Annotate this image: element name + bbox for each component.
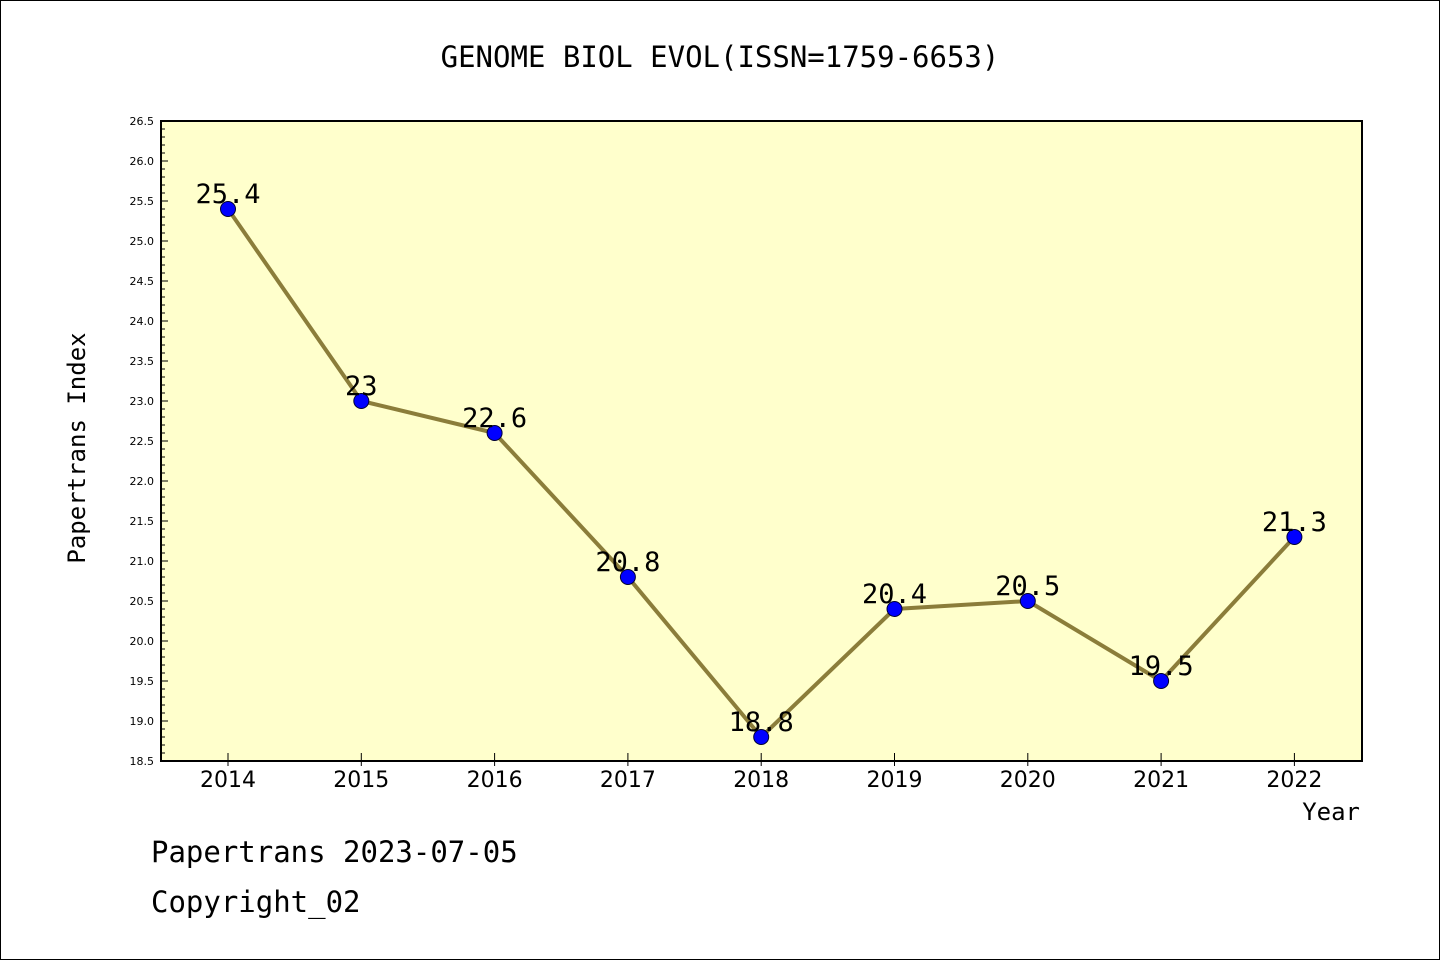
footer-date: Papertrans 2023-07-05 — [151, 835, 518, 869]
footer-copyright: Copyright_02 — [151, 885, 361, 919]
data-point — [486, 425, 503, 441]
x-tick-label: 2022 — [1266, 768, 1322, 793]
data-label: 20.8 — [595, 547, 660, 578]
data-label: 23 — [345, 371, 378, 402]
data-point — [886, 601, 903, 617]
data-label: 19.5 — [1129, 651, 1194, 682]
y-tick-label: 26.5 — [130, 115, 155, 128]
data-label: 20.4 — [862, 579, 927, 610]
y-tick-label: 19.5 — [130, 675, 155, 688]
x-tick-label: 2020 — [1000, 768, 1056, 793]
x-tick-label: 2018 — [733, 768, 789, 793]
x-tick-label: 2019 — [867, 768, 923, 793]
y-tick-label: 26.0 — [130, 155, 155, 168]
data-label: 20.5 — [995, 571, 1060, 602]
y-tick-label: 20.5 — [130, 595, 155, 608]
y-tick-label: 19.0 — [130, 715, 155, 728]
data-point — [1286, 529, 1303, 545]
x-tick-label: 2015 — [333, 768, 389, 793]
data-label: 18.8 — [729, 707, 794, 738]
data-point — [1153, 673, 1170, 689]
x-tick-label: 2016 — [467, 768, 523, 793]
y-tick-label: 21.0 — [130, 555, 155, 568]
y-tick-label: 21.5 — [130, 515, 155, 528]
plot-frame — [160, 120, 1363, 762]
data-labels: 25.4 23 22.6 20.8 18.8 20.4 20.5 19.5 21.3 — [195, 179, 1326, 738]
data-label: 22.6 — [462, 403, 527, 434]
y-tick-label: 22.0 — [130, 475, 155, 488]
x-tick-label: 2014 — [200, 768, 256, 793]
y-tick-label: 22.5 — [130, 435, 155, 448]
y-tick-label: 20.0 — [130, 635, 155, 648]
x-tick-label: 2017 — [600, 768, 656, 793]
plot-area — [161, 121, 1362, 761]
data-series — [220, 201, 1303, 745]
y-axis: 18.5 19.0 19.5 20.0 20.5 21.0 21.5 22.0 22.5 23.0… — [130, 115, 168, 768]
y-axis-label: Papertrans Index — [63, 332, 91, 563]
data-point — [753, 729, 770, 745]
data-point — [353, 393, 370, 409]
data-point — [619, 569, 636, 585]
y-tick-label: 25.0 — [130, 235, 155, 248]
y-tick-label: 23.5 — [130, 355, 155, 368]
data-label: 25.4 — [195, 179, 260, 210]
chart-title: GENOME BIOL EVOL(ISSN=1759-6653) — [441, 40, 1000, 74]
y-tick-label: 25.5 — [130, 195, 155, 208]
x-axis-label: Year — [1302, 798, 1360, 826]
y-tick-label: 23.0 — [130, 395, 155, 408]
data-point — [220, 201, 236, 217]
x-tick-label: 2021 — [1133, 768, 1189, 793]
data-point — [1019, 593, 1036, 609]
y-tick-label: 18.5 — [130, 755, 155, 768]
x-axis: 2014 2015 2016 2017 2018 2019 2020 2021 2022 — [200, 753, 1322, 793]
y-tick-label: 24.0 — [130, 315, 155, 328]
y-tick-label: 24.5 — [130, 275, 155, 288]
data-label: 21.3 — [1262, 507, 1327, 538]
